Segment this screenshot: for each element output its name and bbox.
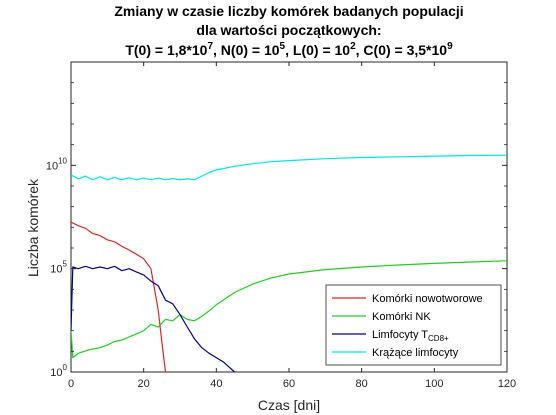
legend-label-nk: Komórki NK	[372, 311, 431, 323]
y-tick-label: 105	[50, 260, 67, 276]
x-tick-label: 80	[356, 378, 368, 390]
series-line-circulating	[71, 154, 507, 181]
title-l0-exp: 2	[350, 41, 356, 52]
title-c0: , C(0) = 3,5*10	[356, 42, 448, 58]
series-layer	[71, 154, 507, 372]
legend-label-circulating: Krążące limfocyty	[372, 347, 459, 359]
legend-label-cd8: Limfocyty TCD8+	[372, 329, 449, 343]
legend-label-cd8-sub: CD8+	[428, 334, 449, 343]
series-line-tumor	[71, 221, 167, 372]
x-tick-label: 60	[283, 378, 295, 390]
x-tick-label: 20	[138, 378, 150, 390]
legend-label-cd8-main: Limfocyty T	[372, 329, 428, 341]
chart-title-line-1: Zmiany w czasie liczby komórek badanych …	[114, 3, 463, 19]
x-tick-label: 0	[68, 378, 74, 390]
legend: Komórki nowotworowe Komórki NK Limfocyty…	[325, 284, 502, 366]
title-n0: , N(0) = 10	[213, 42, 280, 58]
ticks-layer: 0 20 40 60 80 100 120 100 105 1010	[46, 62, 516, 390]
y-tick-label: 100	[50, 363, 67, 379]
x-tick-label: 40	[210, 378, 222, 390]
y-tick-label: 1010	[46, 156, 68, 172]
x-axis-label: Czas [dni]	[258, 397, 320, 413]
series-line-cd8	[71, 265, 235, 372]
title-l0: , L(0) = 10	[285, 42, 350, 58]
title-c0-exp: 9	[447, 41, 453, 52]
chart-title-line-3: T(0) = 1,8*107, N(0) = 105, L(0) = 102, …	[125, 41, 453, 58]
y-axis-label: Liczba komórek	[25, 178, 41, 277]
title-n0-exp: 5	[280, 41, 286, 52]
x-tick-label: 120	[498, 378, 516, 390]
title-t0-exp: 7	[207, 41, 213, 52]
title-t0: T(0) = 1,8*10	[125, 42, 207, 58]
legend-label-tumor: Komórki nowotworowe	[372, 293, 483, 305]
x-tick-label: 100	[425, 378, 443, 390]
chart-title-line-2: dla wartości początkowych:	[196, 22, 381, 38]
